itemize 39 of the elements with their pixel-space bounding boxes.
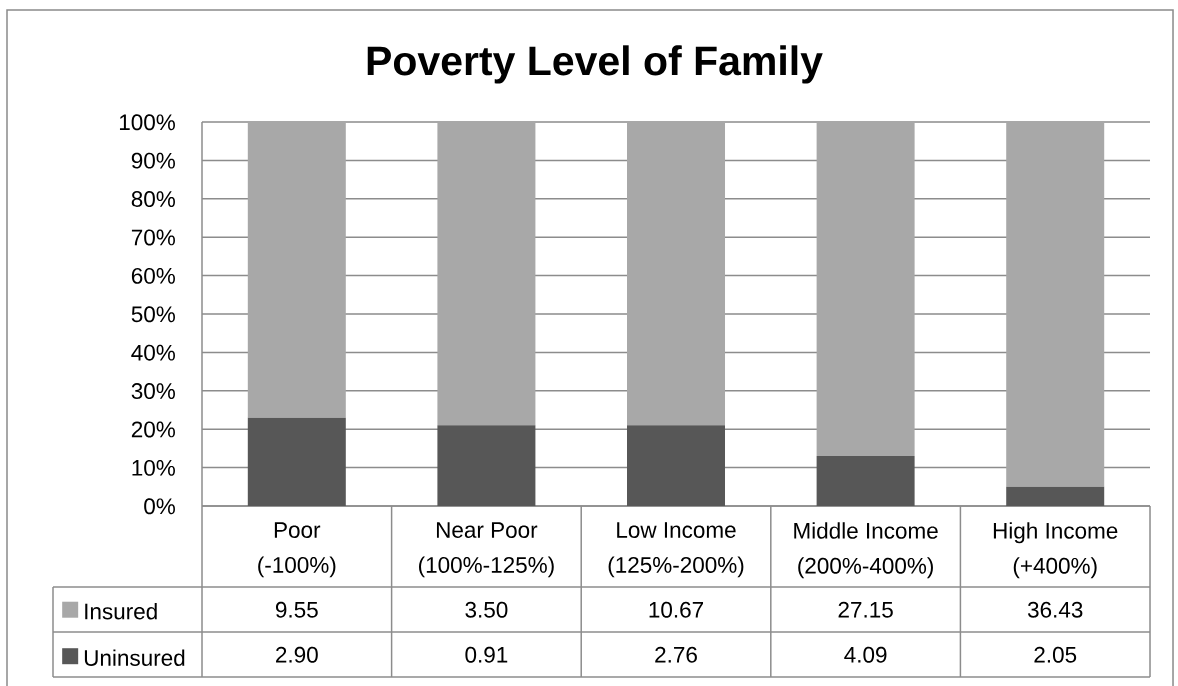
text: 4.09 (844, 646, 887, 663)
y-tick-label: 100% (119, 114, 175, 131)
x-tick-label: Middle Income (200%-400%) (794, 522, 938, 579)
text: 3.50 (465, 601, 508, 618)
bar (247, 417, 346, 507)
x-tick-label: High Income (+400%) (993, 522, 1118, 579)
y-tick-label: 60% (131, 267, 175, 284)
text: 10.67 (649, 601, 704, 618)
bar (816, 122, 915, 457)
bar (1006, 486, 1105, 507)
y-tick-label: 0% (144, 498, 175, 515)
bar (437, 122, 536, 426)
x-tick-label: Poor (-100%) (258, 522, 336, 578)
chart-title: Poverty Level of Family (367, 45, 823, 84)
text: 27.15 (838, 601, 893, 618)
text: 0.91 (465, 646, 508, 663)
y-tick-label: 70% (131, 229, 175, 246)
y-tick-label: 20% (131, 421, 175, 438)
text: 36.43 (1027, 601, 1083, 618)
bar (816, 456, 915, 507)
text: 9.55 (275, 601, 318, 618)
text: 2.90 (276, 646, 318, 663)
text: 2.05 (1034, 646, 1077, 663)
text: 2.76 (655, 646, 697, 663)
y-tick-label: 50% (131, 306, 175, 323)
y-tick-label: 30% (131, 383, 175, 400)
bar (247, 122, 346, 418)
legend-label: Insured (85, 602, 157, 620)
x-tick-label: Near Poor (100%-125%) (419, 522, 554, 578)
bar (1006, 122, 1105, 487)
bar (627, 425, 726, 507)
bar (437, 425, 536, 507)
x-tick-label: Low Income (125%-200%) (608, 522, 744, 578)
y-tick-label: 10% (132, 459, 175, 476)
bar (627, 122, 726, 426)
y-tick-label: 80% (131, 191, 175, 208)
y-tick-label: 90% (131, 152, 175, 169)
y-tick-label: 40% (131, 344, 175, 361)
legend-label: Uninsured (84, 649, 185, 666)
